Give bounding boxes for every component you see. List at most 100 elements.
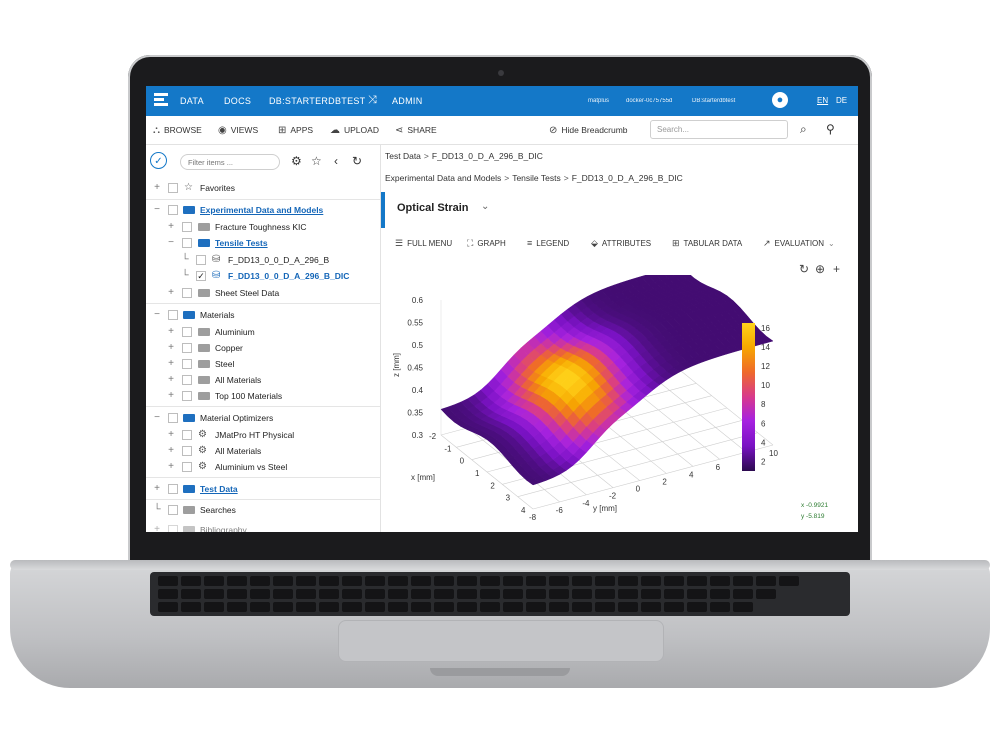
- checkbox[interactable]: [168, 505, 178, 515]
- expand-icon[interactable]: +: [168, 429, 174, 440]
- expand-icon[interactable]: +: [154, 182, 160, 193]
- checkbox[interactable]: [168, 413, 178, 423]
- tree-item-sheet-steel[interactable]: + Sheet Steel Data: [146, 286, 380, 300]
- app-logo-icon[interactable]: [154, 93, 168, 109]
- expand-icon[interactable]: +: [154, 524, 160, 532]
- surface-plot[interactable]: -2-101234-8-6-4-202468100.30.350.40.450.…: [381, 265, 858, 532]
- expand-icon[interactable]: +: [168, 445, 174, 456]
- tree-item-opt-all-materials[interactable]: + ⚙ All Materials: [146, 444, 380, 458]
- expand-icon[interactable]: +: [154, 483, 160, 494]
- switch-db-icon[interactable]: ⤨: [368, 94, 377, 106]
- select-mode-icon[interactable]: ✓: [150, 152, 167, 169]
- collapse-icon[interactable]: −: [168, 237, 174, 248]
- evaluation-button[interactable]: ↗ EVALUATION ⌄: [763, 238, 835, 249]
- checkbox[interactable]: [182, 462, 192, 472]
- tree-item-fracture[interactable]: + Fracture Toughness KIC: [146, 220, 380, 234]
- share-icon: ⋖: [395, 125, 404, 136]
- checkbox[interactable]: [182, 343, 192, 353]
- expand-icon[interactable]: +: [168, 358, 174, 369]
- checkbox[interactable]: [182, 391, 192, 401]
- expand-icon[interactable]: +: [168, 287, 174, 298]
- hide-breadcrumb-button[interactable]: ⊘ Hide Breadcrumb: [549, 116, 628, 145]
- tree-item-dataset-dic[interactable]: └ ✓ ⛁ F_DD13_0_0_D_A_296_B_DIC: [146, 269, 380, 283]
- breadcrumb-item[interactable]: F_DD13_0_D_A_296_B_DIC: [571, 173, 683, 183]
- lang-en[interactable]: EN: [817, 96, 829, 105]
- zoom-icon[interactable]: ⊕: [815, 262, 826, 276]
- collapse-icon[interactable]: −: [154, 412, 160, 423]
- tree-item-top-100[interactable]: + Top 100 Materials: [146, 389, 380, 403]
- upload-button[interactable]: ☁ UPLOAD: [330, 116, 379, 145]
- expand-icon[interactable]: +: [168, 461, 174, 472]
- full-menu-button[interactable]: ☰ FULL MENU: [395, 238, 452, 249]
- checkbox[interactable]: [182, 446, 192, 456]
- checkbox[interactable]: [182, 288, 192, 298]
- checkbox[interactable]: [182, 222, 192, 232]
- search-icon[interactable]: ⌕: [800, 122, 807, 136]
- breadcrumb-item[interactable]: Test Data: [385, 151, 421, 161]
- expand-icon[interactable]: +: [168, 390, 174, 401]
- breadcrumb-item[interactable]: F_DD13_0_D_A_296_B_DIC: [431, 151, 543, 161]
- tree-item-steel[interactable]: + Steel: [146, 357, 380, 371]
- tree-item-al-vs-steel[interactable]: + ⚙ Aluminium vs Steel: [146, 460, 380, 474]
- tree-item-favorites[interactable]: + ☆ Favorites: [146, 181, 380, 195]
- collapse-icon[interactable]: −: [154, 204, 160, 215]
- tree-item-tensile[interactable]: − Tensile Tests: [146, 236, 380, 250]
- legend-button[interactable]: ≡ LEGEND: [527, 238, 569, 248]
- tree-item-copper[interactable]: + Copper: [146, 341, 380, 355]
- tree-item-searches[interactable]: └ Searches: [146, 503, 380, 517]
- reset-view-icon[interactable]: ↻: [799, 262, 810, 276]
- checkbox[interactable]: [196, 255, 206, 265]
- gear-icon[interactable]: ⚙: [291, 154, 302, 168]
- tree-item-experimental[interactable]: − Experimental Data and Models: [146, 203, 380, 217]
- tabular-data-button[interactable]: ⊞ TABULAR DATA: [672, 238, 742, 249]
- tree-item-jmatpro[interactable]: + ⚙ JMatPro HT Physical: [146, 428, 380, 442]
- browse-button[interactable]: ⛬ BROWSE: [153, 116, 202, 145]
- checkbox[interactable]: [182, 238, 192, 248]
- nav-admin[interactable]: ADMIN: [392, 96, 423, 106]
- add-icon[interactable]: +: [833, 262, 841, 276]
- views-button[interactable]: ◉ VIEWS: [218, 116, 258, 145]
- nav-docs[interactable]: DOCS: [224, 96, 252, 106]
- tree-item-test-data[interactable]: + Test Data: [146, 482, 380, 496]
- refresh-icon[interactable]: ↻: [352, 154, 363, 168]
- tree-item-bibliography[interactable]: + Bibliography: [146, 523, 380, 532]
- tree-item-optimizers[interactable]: − Material Optimizers: [146, 411, 380, 425]
- collapse-icon[interactable]: ‹: [334, 154, 338, 168]
- checkbox-checked[interactable]: ✓: [196, 271, 206, 281]
- tree-item-dataset-b[interactable]: └ ⛁ F_DD13_0_0_D_A_296_B: [146, 253, 380, 267]
- tree-item-aluminium[interactable]: + Aluminium: [146, 325, 380, 339]
- attributes-button[interactable]: ⬙ ATTRIBUTES: [591, 238, 651, 249]
- collapse-icon[interactable]: −: [154, 309, 160, 320]
- tree-item-materials[interactable]: − Materials: [146, 308, 380, 322]
- nav-database[interactable]: DB:STARTERDBTEST: [269, 96, 366, 106]
- breadcrumb-item[interactable]: Experimental Data and Models: [385, 173, 502, 183]
- search-input[interactable]: [650, 120, 788, 139]
- checkbox[interactable]: [168, 183, 178, 193]
- optical-strain-chart[interactable]: -2-101234-8-6-4-202468100.30.350.40.450.…: [381, 265, 858, 532]
- checkbox[interactable]: [182, 359, 192, 369]
- checkbox[interactable]: [182, 327, 192, 337]
- star-icon[interactable]: ☆: [311, 154, 322, 168]
- nav-data[interactable]: DATA: [180, 96, 204, 106]
- checkbox[interactable]: [168, 310, 178, 320]
- panel-title[interactable]: Optical Strain: [397, 202, 469, 214]
- user-avatar-icon[interactable]: ●: [772, 92, 788, 108]
- add-user-icon[interactable]: ⚲: [826, 122, 835, 136]
- tree-item-all-materials[interactable]: + All Materials: [146, 373, 380, 387]
- filter-input[interactable]: [180, 154, 280, 170]
- expand-icon[interactable]: +: [168, 221, 174, 232]
- expand-icon[interactable]: +: [168, 342, 174, 353]
- expand-icon[interactable]: +: [168, 326, 174, 337]
- share-button[interactable]: ⋖ SHARE: [395, 116, 437, 145]
- apps-button[interactable]: ⊞ APPS: [278, 116, 313, 145]
- checkbox[interactable]: [168, 525, 178, 532]
- lang-de[interactable]: DE: [836, 96, 848, 105]
- breadcrumb-item[interactable]: Tensile Tests: [512, 173, 561, 183]
- chevron-down-icon[interactable]: ⌄: [481, 201, 490, 212]
- checkbox[interactable]: [182, 430, 192, 440]
- checkbox[interactable]: [168, 484, 178, 494]
- expand-icon[interactable]: +: [168, 374, 174, 385]
- checkbox[interactable]: [182, 375, 192, 385]
- graph-button[interactable]: ⛶ GRAPH: [467, 238, 506, 249]
- checkbox[interactable]: [168, 205, 178, 215]
